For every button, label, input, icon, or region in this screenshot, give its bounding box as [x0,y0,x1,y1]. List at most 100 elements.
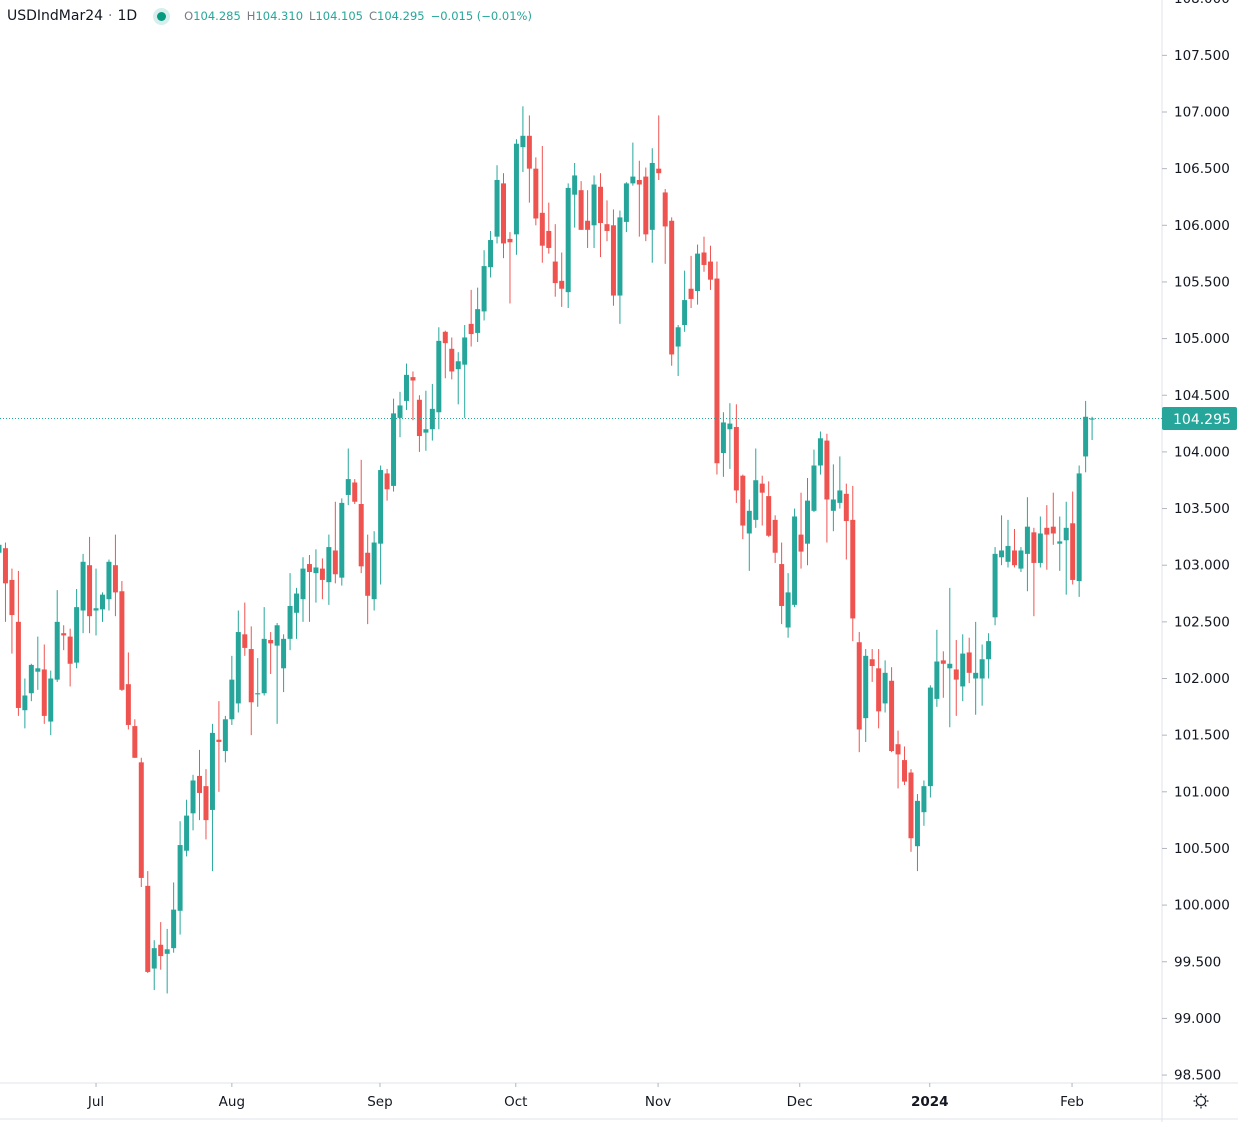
candle-body [242,634,248,648]
interval[interactable]: 1D [117,8,138,24]
chart-settings-button[interactable] [1192,1092,1210,1110]
candle-body [914,800,920,847]
candle-body [403,374,409,401]
candle-body [979,659,985,679]
candle [539,145,545,263]
candle-body [352,482,358,502]
candle-body [410,377,416,381]
candle [403,363,409,410]
price-tick-label: 99.500 [1174,954,1221,970]
open-label: O [184,9,194,23]
candle [462,325,468,418]
market-status-dot-icon [157,11,167,21]
candle-body [578,190,584,230]
candle [740,474,746,540]
candle-body [287,605,293,639]
candle-body [61,633,67,636]
candle [992,547,998,626]
candle [688,255,694,309]
candle [927,685,933,798]
candle [1037,516,1043,568]
price-tick-label: 100.000 [1174,898,1230,914]
candle [1057,516,1063,571]
candle [953,639,959,716]
candle [9,568,15,654]
candle [902,746,908,786]
candle-body [475,309,481,333]
change-value: −0.015 (−0.01%) [430,9,532,23]
candle [242,602,248,656]
candle [772,515,778,563]
candle-body [572,175,578,195]
time-tick-label: 2024 [911,1094,949,1110]
candle-body [746,510,752,534]
candle [1044,505,1050,570]
candle-body [688,288,694,299]
candle-body [947,663,953,669]
candle-body [248,649,254,703]
candle-body [1083,416,1089,457]
candle-body [67,636,73,664]
candle [1024,497,1030,592]
candle-body [294,593,300,613]
candle [669,217,675,366]
candle-body [591,184,597,226]
candle-body [35,668,41,672]
candle [759,475,765,526]
candle [979,644,985,706]
candle [184,799,190,857]
candle [164,928,170,994]
candle [824,433,830,543]
candle-body [190,780,196,814]
candle [190,774,196,831]
candle [973,621,979,715]
candle [248,626,254,736]
candle [526,115,532,203]
candle [429,383,435,441]
candle-body [940,660,946,664]
candle-body [326,547,332,583]
last-price-badge [1162,406,1237,430]
candle [869,649,875,682]
candle [358,459,364,574]
candle [106,559,112,611]
candle [914,794,920,872]
candle [352,479,358,505]
candle-body [132,726,138,758]
symbol-name[interactable]: USDIndMar24 [7,8,104,24]
candle-body [960,653,966,687]
candle [960,634,966,702]
candle-body [636,179,642,185]
candle [1063,501,1069,595]
candle-body [93,608,99,611]
candle-body [927,687,933,787]
candle-body [235,632,241,704]
candle-body [462,337,468,365]
candle-body [171,909,177,949]
candle-body [766,496,772,536]
candle [656,115,662,180]
candle-body [966,652,972,673]
candle [365,534,371,625]
candle-body [863,655,869,719]
candle [274,622,280,724]
time-tick-label: Dec [787,1094,813,1110]
candle [93,568,99,636]
candle-body [953,669,959,680]
price-tick-label: 107.000 [1174,105,1230,121]
close-label: C [369,9,378,23]
candle [229,655,235,725]
price-tick-label: 101.000 [1174,784,1230,800]
candle-body [1076,473,1082,582]
candle-body [423,429,429,433]
candle [746,499,752,571]
candle-body [99,594,105,610]
candle-body [74,607,80,663]
candle [391,398,397,492]
candle-body [0,544,2,553]
candle [695,244,701,305]
candle-body [274,625,280,646]
candle [1070,491,1076,585]
close-value: 104.295 [377,9,425,23]
